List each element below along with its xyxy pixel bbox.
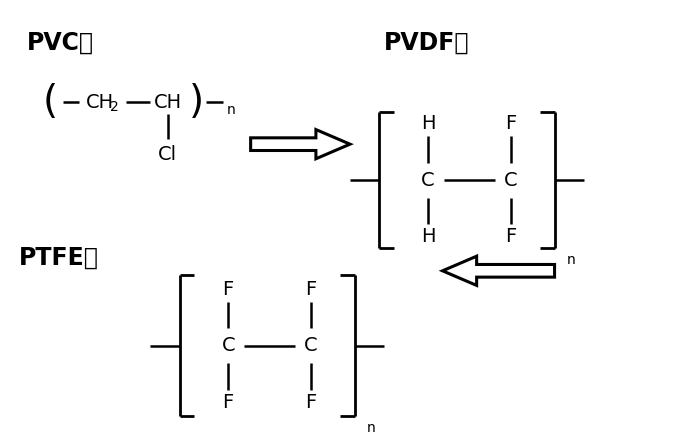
Text: C: C bbox=[504, 171, 517, 190]
Text: F: F bbox=[223, 280, 234, 299]
Text: F: F bbox=[305, 393, 316, 412]
Text: n: n bbox=[367, 421, 375, 434]
Text: F: F bbox=[505, 114, 517, 133]
Text: C: C bbox=[421, 171, 435, 190]
Text: C: C bbox=[304, 336, 318, 355]
Text: 2: 2 bbox=[110, 100, 118, 114]
Text: CH: CH bbox=[154, 93, 182, 112]
Text: PTFE：: PTFE： bbox=[19, 246, 99, 270]
Text: C: C bbox=[221, 336, 235, 355]
Text: H: H bbox=[421, 227, 435, 246]
Text: n: n bbox=[227, 103, 235, 117]
Polygon shape bbox=[251, 130, 350, 159]
Text: ): ) bbox=[188, 83, 204, 121]
Text: CH: CH bbox=[85, 93, 113, 112]
Text: F: F bbox=[505, 227, 517, 246]
Text: H: H bbox=[421, 114, 435, 133]
Text: Cl: Cl bbox=[158, 145, 177, 164]
Text: PVC：: PVC： bbox=[27, 31, 94, 55]
Text: (: ( bbox=[43, 83, 57, 121]
Text: PVDF：: PVDF： bbox=[384, 31, 470, 55]
Text: F: F bbox=[223, 393, 234, 412]
Text: n: n bbox=[566, 253, 575, 267]
Polygon shape bbox=[442, 256, 554, 286]
Text: F: F bbox=[305, 280, 316, 299]
